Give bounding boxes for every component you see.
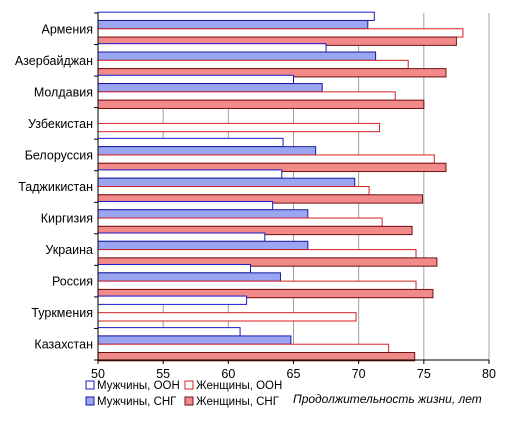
legend-swatch: [85, 396, 95, 406]
bar: [97, 74, 294, 85]
bar: [97, 146, 317, 156]
legend-swatch: [184, 380, 194, 390]
bar: [97, 272, 281, 282]
bar: [97, 240, 309, 251]
bar: [97, 264, 251, 274]
category-labels: Армения Азербайджан Молдавия Узбекистан Бело…: [15, 22, 93, 351]
x-tick-label: 65: [287, 367, 301, 381]
bar: [97, 312, 357, 322]
bar: [97, 28, 464, 38]
bars: [97, 11, 464, 362]
tick-labels: 50 55 60 65 70 75 80: [91, 367, 496, 381]
bar: [97, 99, 425, 109]
x-axis-title: Продолжительность жизни, лет: [293, 392, 482, 406]
bar: [97, 59, 409, 70]
category-label: Таджикистан: [18, 180, 93, 194]
x-tick-label: 70: [352, 367, 366, 381]
legend-label: Мужчины, ООН: [97, 380, 180, 392]
bar: [97, 51, 377, 61]
bar: [97, 83, 323, 93]
bar: [97, 43, 327, 53]
category-label: Молдавия: [34, 85, 93, 99]
category-label: Армения: [42, 22, 94, 36]
bar: [97, 280, 417, 290]
axes: [94, 12, 490, 364]
legend-swatch: [184, 396, 194, 406]
bar: [97, 122, 381, 133]
x-tick-label: 55: [156, 367, 170, 381]
bar: [97, 91, 396, 101]
category-label: Узбекистан: [28, 117, 93, 131]
x-tick-label: 80: [482, 367, 496, 381]
bar: [97, 343, 390, 354]
category-label: Украина: [45, 243, 93, 257]
bar: [97, 169, 283, 179]
x-tick-label: 60: [221, 367, 235, 381]
category-label: Туркмения: [31, 306, 93, 320]
legend: Мужчины, ООН Женщины, ООН Мужчины, СНГ Женщ…: [85, 380, 282, 408]
bar: [97, 137, 284, 148]
bar: [97, 217, 383, 227]
category-label: Казахстан: [34, 338, 93, 352]
legend-label: Женщины, СНГ: [196, 396, 280, 408]
bar: [97, 295, 248, 305]
x-tick-label: 50: [91, 367, 105, 381]
bar: [97, 232, 266, 242]
legend-label: Женщины, ООН: [196, 380, 282, 392]
bar: [97, 327, 241, 337]
category-label: Россия: [52, 275, 93, 289]
x-tick-label: 75: [417, 367, 431, 381]
bar: [97, 249, 417, 259]
legend-swatch: [85, 380, 95, 390]
bar: [97, 11, 375, 21]
legend-label: Мужчины, СНГ: [97, 396, 177, 408]
bar: [97, 200, 274, 211]
bar: [97, 19, 369, 30]
bar: [97, 209, 309, 219]
bar: [97, 154, 435, 164]
bar: [97, 335, 292, 345]
category-label: Киргизия: [41, 212, 93, 226]
category-label: Азербайджан: [15, 54, 93, 68]
bar: [97, 177, 356, 187]
category-label: Белоруссия: [25, 148, 93, 162]
bar: [97, 186, 370, 196]
